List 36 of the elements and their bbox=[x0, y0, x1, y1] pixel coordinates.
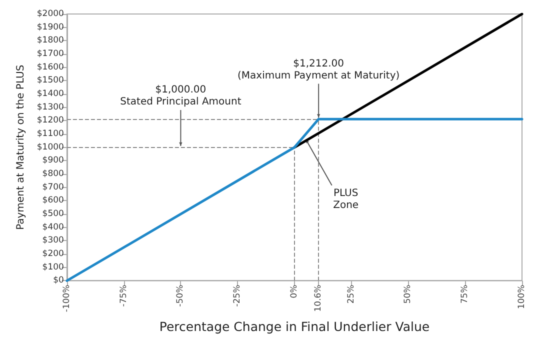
y-tick-label: $700 bbox=[42, 182, 64, 192]
y-tick-label: $1800 bbox=[36, 36, 64, 46]
y-tick-label: $1100 bbox=[36, 129, 64, 140]
y-tick-label: $1400 bbox=[36, 89, 64, 100]
y-tick-label: $200 bbox=[42, 249, 64, 260]
x-tick-label: 50% bbox=[403, 284, 414, 304]
x-tick-label: -75% bbox=[118, 284, 129, 307]
y-tick-label: $400 bbox=[42, 222, 64, 232]
y-tick-label: $500 bbox=[42, 209, 64, 220]
annotation: $1,212.00 (Maximum Payment at Maturity) bbox=[237, 58, 400, 82]
x-tick-label: 100% bbox=[517, 284, 527, 310]
x-tick-label: -100% bbox=[62, 284, 72, 312]
x-tick-label: 10.6% bbox=[314, 284, 324, 312]
annotation: PLUS Zone bbox=[333, 188, 359, 211]
y-tick-label: $0 bbox=[53, 276, 64, 286]
x-tick-label: -50% bbox=[176, 284, 186, 307]
x-tick-label: 25% bbox=[346, 284, 356, 304]
y-tick-label: $300 bbox=[42, 236, 64, 246]
y-tick-label: $100 bbox=[42, 262, 64, 272]
y-tick-label: $1900 bbox=[36, 22, 64, 32]
x-tick-label: 0% bbox=[289, 284, 300, 298]
x-tick-label: -25% bbox=[232, 284, 243, 307]
y-tick-label: $600 bbox=[42, 196, 64, 206]
annotation: $1,000.00 Stated Principal Amount bbox=[120, 84, 242, 108]
x-tick-label: 75% bbox=[460, 284, 470, 304]
y-tick-label: $1000 bbox=[36, 142, 64, 152]
y-tick-label: $2000 bbox=[36, 9, 64, 19]
y-tick-label: $900 bbox=[42, 156, 64, 166]
y-tick-label: $1600 bbox=[36, 62, 64, 72]
x-axis-title: Percentage Change in Final Underlier Value bbox=[159, 319, 430, 334]
y-tick-label: $1500 bbox=[36, 76, 64, 86]
y-axis-title: Payment at Maturity on the PLUS bbox=[16, 64, 26, 230]
y-tick-label: $1700 bbox=[36, 49, 64, 60]
y-tick-label: $1300 bbox=[36, 102, 64, 112]
y-tick-label: $1200 bbox=[36, 116, 64, 126]
y-tick-label: $800 bbox=[42, 169, 64, 180]
